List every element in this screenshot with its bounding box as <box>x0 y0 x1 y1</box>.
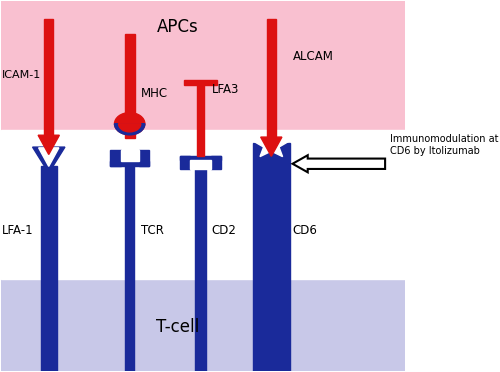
Polygon shape <box>38 135 60 154</box>
Bar <box>44 19 53 135</box>
Text: T-cell: T-cell <box>156 318 200 336</box>
Text: Immunomodulation at
CD6 by Itolizumab: Immunomodulation at CD6 by Itolizumab <box>390 134 498 155</box>
Bar <box>125 160 134 371</box>
Text: TCR: TCR <box>141 224 164 237</box>
Bar <box>0 131 406 279</box>
Text: ALCAM: ALCAM <box>292 50 334 63</box>
Text: ICAM-1: ICAM-1 <box>2 70 41 80</box>
Bar <box>120 150 139 161</box>
FancyArrow shape <box>292 155 385 172</box>
Bar <box>40 166 57 371</box>
Bar <box>197 82 204 156</box>
Bar <box>180 156 220 160</box>
Bar <box>139 150 149 166</box>
Text: MHC: MHC <box>141 87 168 100</box>
Bar <box>110 150 120 166</box>
Bar <box>210 156 220 169</box>
Circle shape <box>114 113 145 135</box>
Bar <box>110 161 149 166</box>
Bar <box>267 19 276 137</box>
Text: CD2: CD2 <box>212 224 236 237</box>
Wedge shape <box>118 124 141 132</box>
Bar <box>0 1 406 131</box>
Text: CD6: CD6 <box>292 224 318 237</box>
Text: LFA-1: LFA-1 <box>2 224 34 237</box>
Polygon shape <box>260 137 282 156</box>
Polygon shape <box>38 148 59 166</box>
Polygon shape <box>32 147 65 173</box>
Bar <box>253 143 290 371</box>
Text: LFA3: LFA3 <box>212 83 239 96</box>
Bar <box>124 34 134 138</box>
Bar <box>196 166 205 371</box>
Text: APCs: APCs <box>157 17 198 36</box>
Bar <box>180 156 190 169</box>
Bar <box>0 279 406 371</box>
Bar <box>190 160 210 169</box>
Bar <box>184 80 216 85</box>
Polygon shape <box>253 131 290 157</box>
Wedge shape <box>114 124 145 135</box>
